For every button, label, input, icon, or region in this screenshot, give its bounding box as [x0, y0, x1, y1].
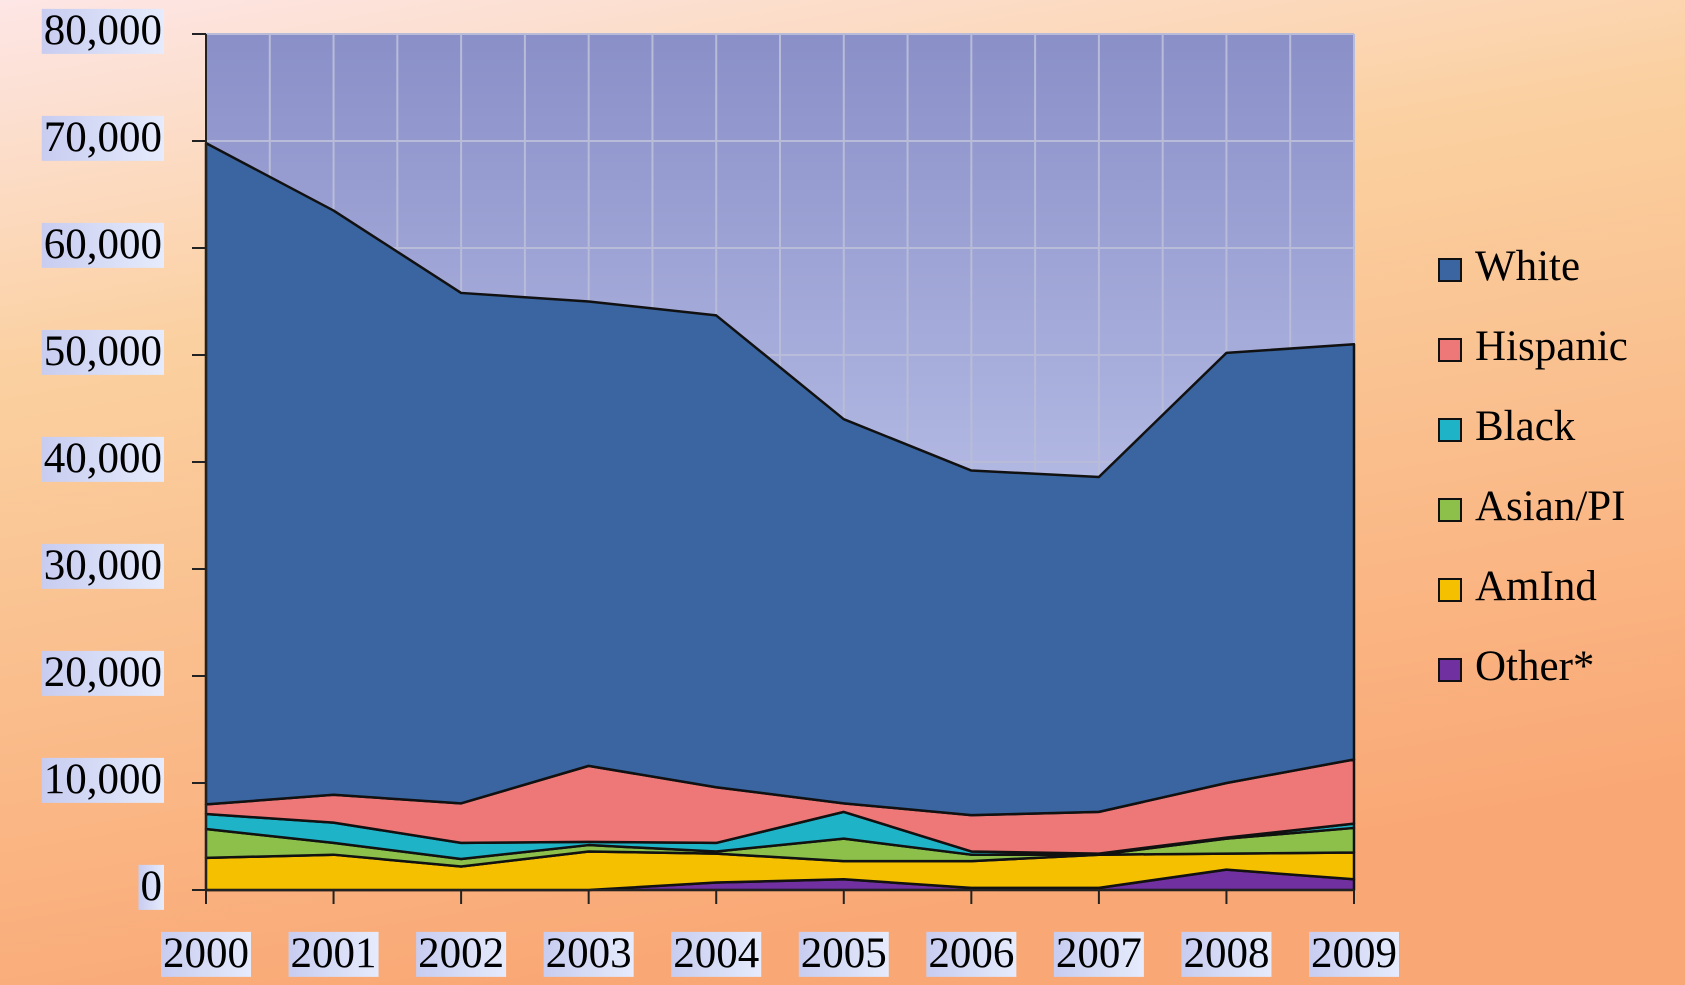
y-tick-label-bg	[41, 8, 164, 54]
x-tick-label: 2009	[1311, 930, 1397, 977]
x-tick-label-bg	[1053, 931, 1144, 977]
x-tick-label: 2000	[163, 930, 249, 977]
y-tick-label-bg	[41, 543, 164, 589]
y-tick-label: 80,000	[44, 7, 162, 54]
legend-swatch	[1438, 418, 1462, 442]
y-tick-label-bg	[41, 329, 164, 375]
y-tick-label: 50,000	[44, 328, 162, 375]
x-tick-label-bg	[543, 931, 634, 977]
legend-label: Other*	[1475, 643, 1594, 690]
legend-label: Black	[1475, 403, 1576, 450]
legend-swatch	[1438, 658, 1462, 682]
legend-swatch	[1438, 258, 1462, 282]
x-tick-label-bg	[416, 931, 507, 977]
x-tick-label-bg	[288, 931, 379, 977]
x-tick-label: 2004	[673, 930, 759, 977]
y-tick-label: 10,000	[44, 756, 162, 803]
legend-swatch	[1438, 498, 1462, 522]
legend-swatch	[1438, 338, 1462, 362]
y-tick-label: 30,000	[44, 542, 162, 589]
x-tick-label-bg	[671, 931, 762, 977]
x-tick-label-bg	[926, 931, 1017, 977]
y-tick-label-bg	[41, 757, 164, 803]
x-tick-label: 2007	[1056, 930, 1142, 977]
y-tick-label-bg	[41, 115, 164, 161]
x-tick-label: 2005	[801, 930, 887, 977]
x-tick-label-bg	[161, 931, 251, 977]
x-tick-label-bg	[798, 931, 889, 977]
y-tick-label: 60,000	[44, 221, 162, 268]
x-tick-label-bg	[1309, 931, 1399, 977]
legend-swatch	[1438, 578, 1462, 602]
x-tick-label: 2002	[418, 930, 504, 977]
x-tick-label: 2001	[291, 930, 377, 977]
y-tick-label-bg	[41, 436, 164, 482]
y-tick-label: 70,000	[44, 114, 162, 161]
y-tick-label-bg	[41, 650, 164, 696]
x-tick-label: 2008	[1183, 930, 1269, 977]
legend-label: Hispanic	[1475, 323, 1628, 370]
x-tick-label: 2006	[928, 930, 1014, 977]
x-tick-label: 2003	[546, 930, 632, 977]
legend-label: AmInd	[1475, 563, 1597, 610]
y-tick-label: 0	[141, 863, 163, 910]
legend-label: Asian/PI	[1475, 483, 1626, 530]
x-tick-label-bg	[1181, 931, 1272, 977]
y-tick-label-bg	[41, 222, 164, 268]
y-tick-label: 40,000	[44, 435, 162, 482]
y-tick-label: 20,000	[44, 649, 162, 696]
y-tick-label-bg	[138, 864, 164, 910]
area	[204, 141, 1356, 817]
legend-label: White	[1475, 243, 1580, 290]
